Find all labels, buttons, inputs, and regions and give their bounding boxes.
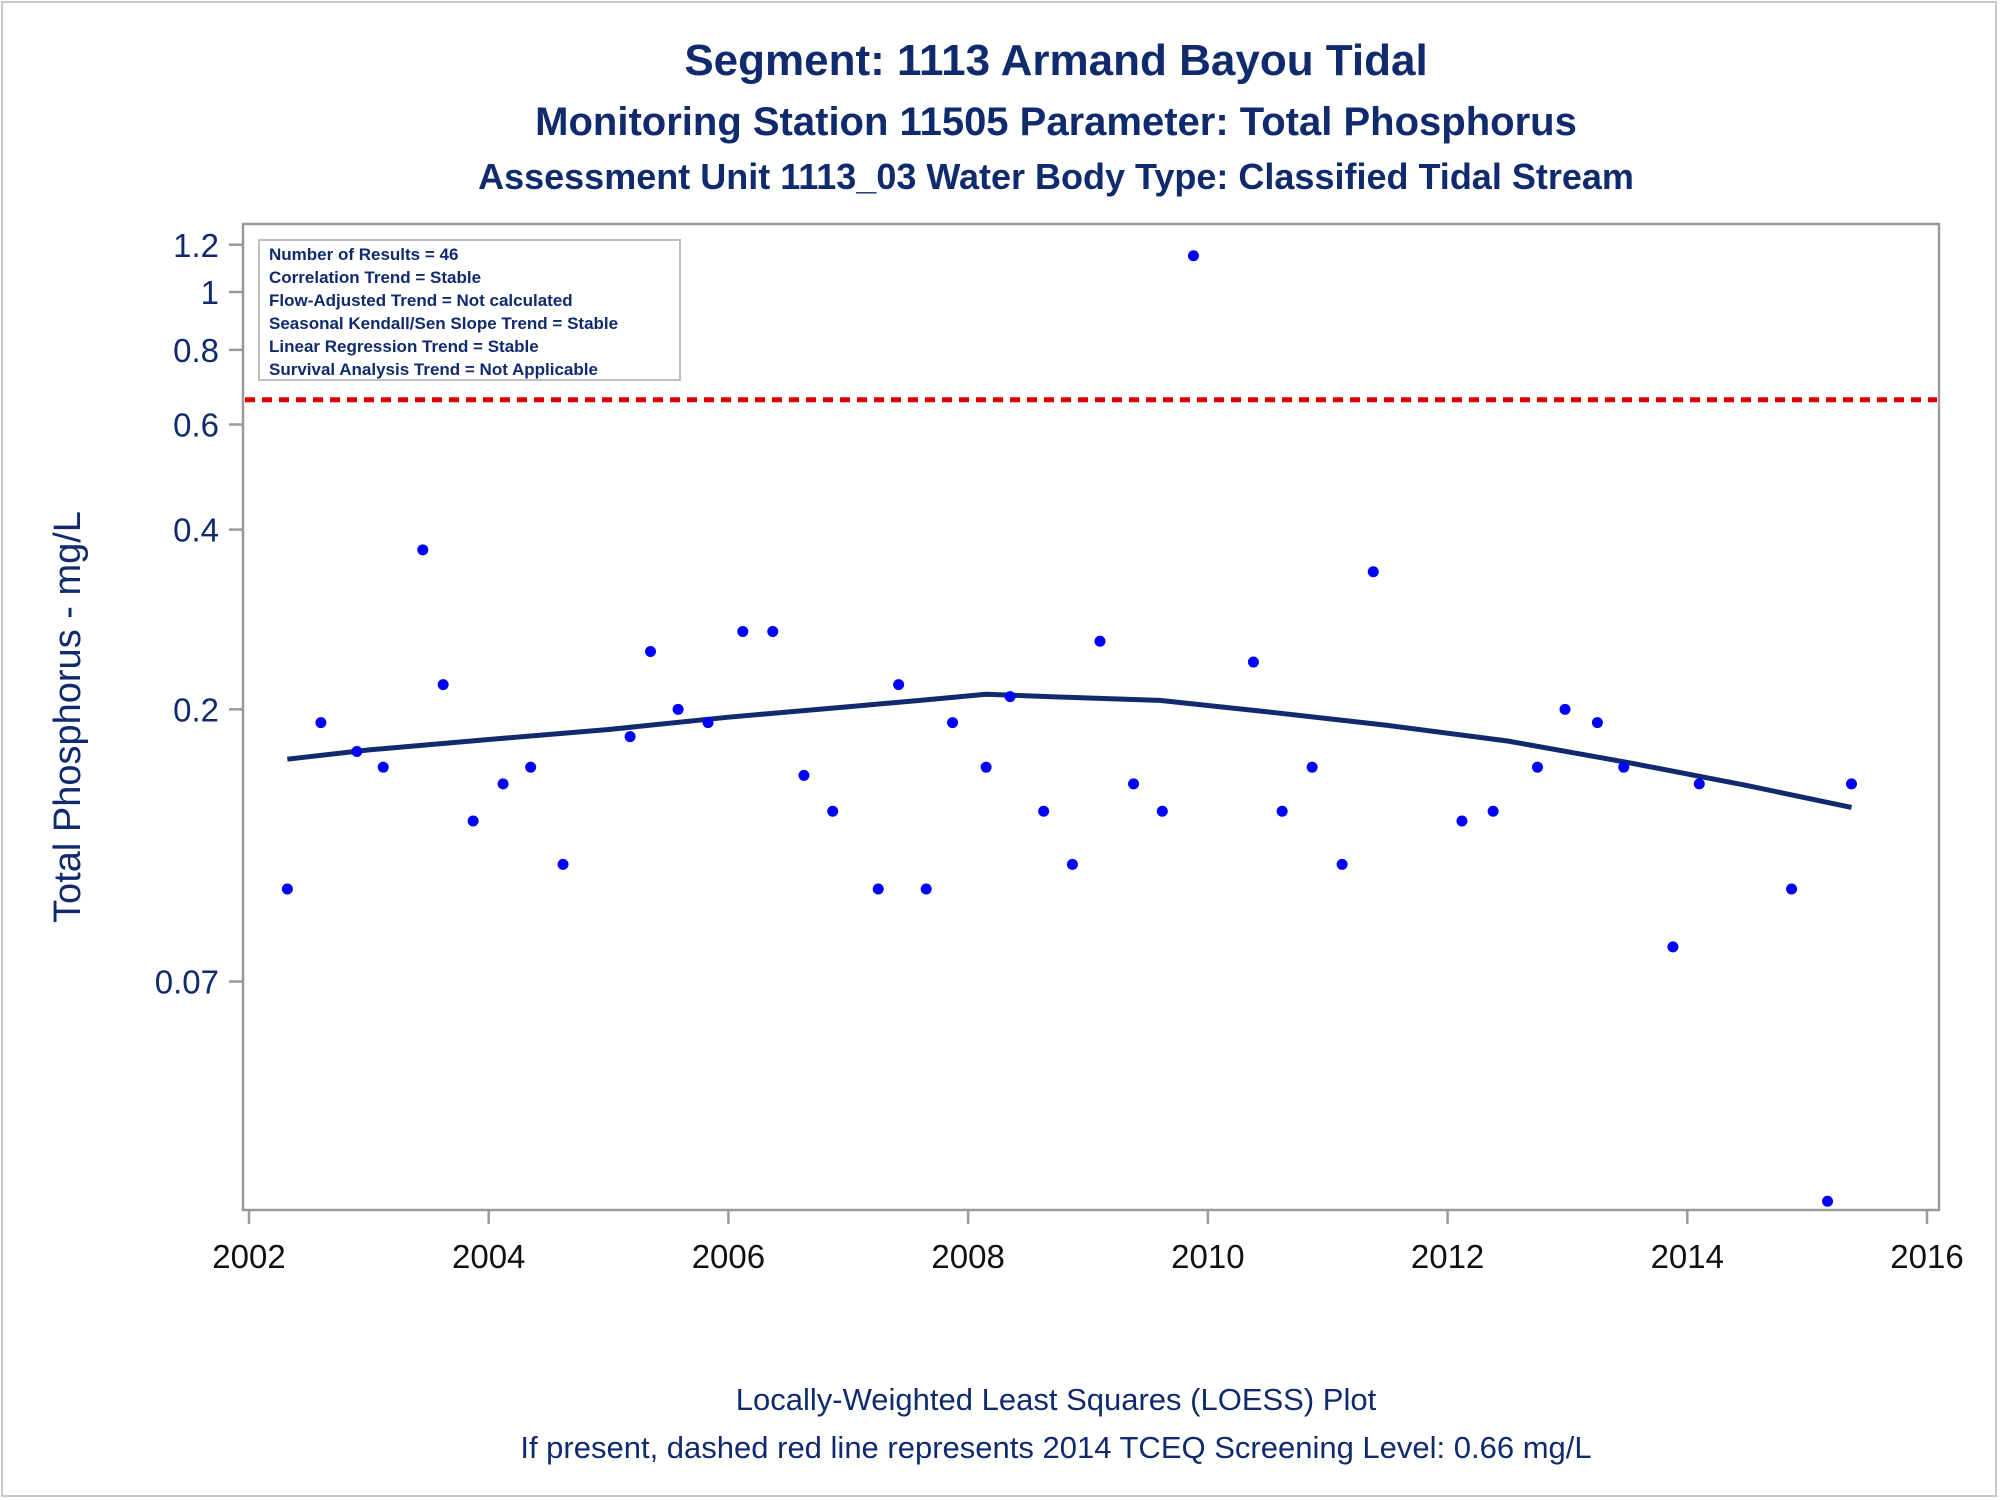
stat-number-of-results: Number of Results = 46 [269,245,458,264]
data-point [1038,805,1050,817]
chart-title: Segment: 1113 Armand Bayou Tidal [684,36,1428,85]
data-point [645,645,657,657]
data-point [827,805,839,817]
data-point [377,761,389,773]
data-point [1456,815,1468,827]
y-tick-label: 0.4 [173,512,219,549]
data-point [893,679,905,691]
data-point [315,717,327,729]
data-point [497,778,509,790]
y-tick-label: 0.6 [173,406,219,443]
data-point [1066,858,1078,870]
data-point [1004,691,1016,703]
data-point [1618,761,1630,773]
data-point [437,679,449,691]
data-point [1559,703,1571,715]
data-point [920,883,932,895]
data-point [1336,858,1348,870]
data-point [947,717,959,729]
data-point [1156,805,1168,817]
x-tick-label: 2002 [212,1238,285,1275]
data-point [1786,883,1798,895]
data-points [281,250,1858,1207]
y-tick-label: 0.07 [155,964,219,1001]
data-point [1276,805,1288,817]
loess-curve [287,691,1853,810]
x-tick-label: 2010 [1171,1238,1244,1275]
y-tick-label: 1 [201,274,219,311]
data-point [525,761,537,773]
data-point [1822,1195,1834,1207]
data-point [1187,250,1199,262]
data-point [980,761,992,773]
stat-flow-adjusted-trend: Flow-Adjusted Trend = Not calculated [269,291,573,310]
data-point [351,745,363,757]
data-point [1094,635,1106,647]
stat-correlation-trend: Correlation Trend = Stable [269,268,481,287]
data-point [624,731,636,743]
data-point [767,626,779,638]
stat-seasonal-kendall-trend: Seasonal Kendall/Sen Slope Trend = Stabl… [269,314,618,333]
x-tick-label: 2016 [1890,1238,1963,1275]
footnote-loess: Locally-Weighted Least Squares (LOESS) P… [735,1382,1377,1417]
data-point [872,883,884,895]
y-tick-label: 0.2 [173,691,219,728]
data-point [1247,656,1259,668]
x-tick-label: 2014 [1651,1238,1724,1275]
footnote-screening-level: If present, dashed red line represents 2… [520,1430,1592,1465]
data-point [467,815,479,827]
x-tick-label: 2012 [1411,1238,1484,1275]
data-point [1367,566,1379,578]
trend-stats-box: Number of Results = 46 Correlation Trend… [258,239,681,381]
data-point [1667,941,1679,953]
x-axis: 2002 2004 2006 2008 2010 2012 2014 2016 [212,1210,1964,1275]
x-tick-label: 2006 [692,1238,765,1275]
stats-box-frame [258,239,681,381]
stat-linear-regression-trend: Linear Regression Trend = Stable [269,337,539,356]
y-tick-label: 0.8 [173,332,219,369]
data-point [1693,778,1705,790]
chart-subtitle-station: Monitoring Station 11505 Parameter: Tota… [535,100,1577,144]
data-point [1306,761,1318,773]
data-point [417,544,429,556]
chart-subtitle-assessment: Assessment Unit 1113_03 Water Body Type:… [478,156,1634,197]
y-axis-title: Total Phosphorus - mg/L [47,511,89,923]
x-tick-label: 2004 [452,1238,525,1275]
data-point [1846,778,1858,790]
x-tick-label: 2008 [931,1238,1004,1275]
data-point [281,883,293,895]
data-point [1487,805,1499,817]
data-point [557,858,569,870]
y-axis: 0.07 0.2 0.4 0.6 0.8 1 1.2 [155,227,243,1001]
plot-area [241,222,1941,1212]
stat-survival-analysis-trend: Survival Analysis Trend = Not Applicable [269,360,598,379]
data-point [798,769,810,781]
data-point [1591,717,1603,729]
data-point [672,703,684,715]
data-point [1128,778,1140,790]
y-tick-label: 1.2 [173,227,219,264]
data-point [702,717,714,729]
data-point [737,626,749,638]
data-point [1531,761,1543,773]
